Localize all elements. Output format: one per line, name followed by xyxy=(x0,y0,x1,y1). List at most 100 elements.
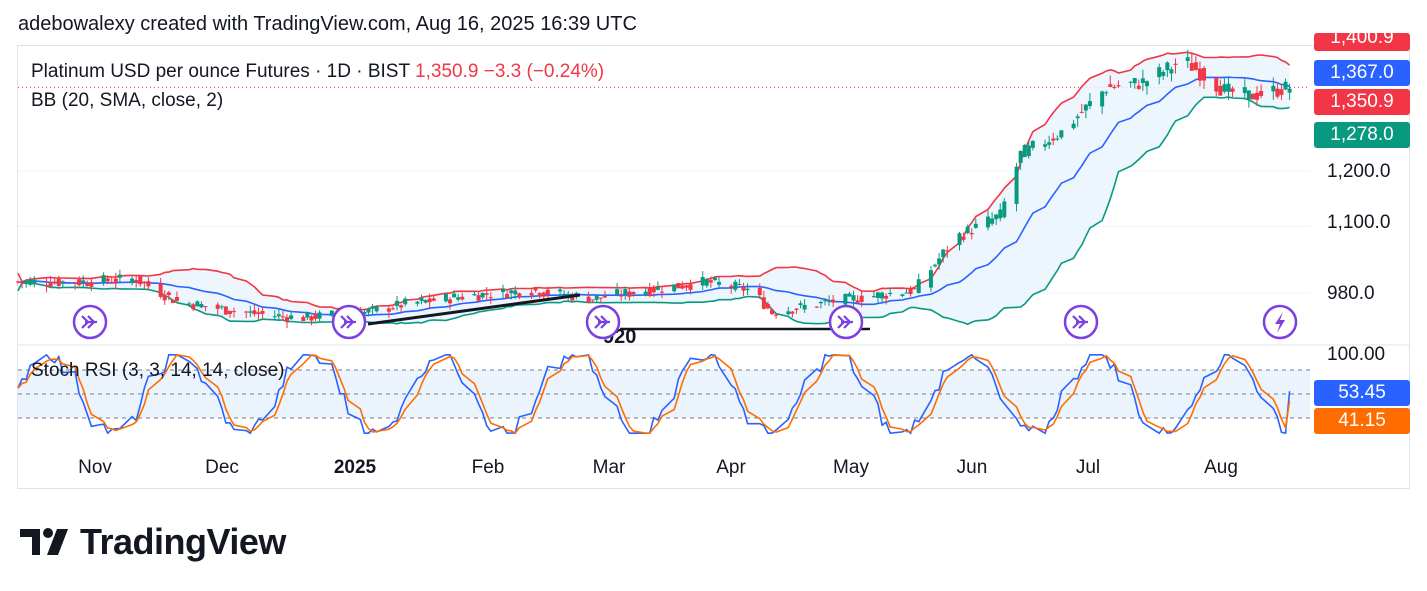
candle-body xyxy=(1242,87,1247,94)
candle-body xyxy=(1083,104,1088,111)
candle-body xyxy=(109,282,114,284)
candle-body xyxy=(794,308,799,310)
candle-body xyxy=(1197,68,1202,81)
candle-body xyxy=(1255,92,1260,100)
candle-body xyxy=(366,308,371,313)
candle-body xyxy=(256,312,261,315)
candle-body xyxy=(533,287,538,291)
candle-body xyxy=(672,284,677,292)
candle-body xyxy=(488,297,493,299)
candle-body xyxy=(73,282,78,284)
candle-body xyxy=(419,298,424,301)
candle-body xyxy=(684,285,689,288)
candle-body xyxy=(317,312,322,319)
candle-body xyxy=(113,278,118,283)
candle-body xyxy=(590,299,595,301)
candle-body xyxy=(195,301,200,307)
stoch-k-line xyxy=(17,353,1291,435)
candle-body xyxy=(1104,92,1109,94)
chart-caption: adebowalexy created with TradingView.com… xyxy=(18,13,637,35)
candle-body xyxy=(28,279,33,285)
candle-body xyxy=(117,274,122,278)
candle-body xyxy=(1283,81,1288,90)
candle-body xyxy=(818,301,823,304)
candle-body xyxy=(272,316,277,318)
candle-body xyxy=(941,249,946,258)
candle-body xyxy=(1202,68,1207,81)
candle-body xyxy=(1222,84,1227,92)
candle-body xyxy=(1087,101,1092,107)
stoch-d-line xyxy=(17,353,1291,435)
bb-upper-tag: 1,400.9 xyxy=(1314,33,1410,51)
candle-body xyxy=(933,264,938,267)
candle-body xyxy=(456,297,461,300)
candle-body xyxy=(138,276,143,285)
candle-body xyxy=(1157,67,1162,78)
candle-body xyxy=(248,311,253,313)
candle-body xyxy=(134,280,139,283)
candle-body xyxy=(1173,63,1178,65)
candle-body xyxy=(513,290,518,295)
last-price: 1,350.9 xyxy=(415,61,479,82)
candle-body xyxy=(1100,91,1105,107)
candle-body xyxy=(994,214,999,220)
candle-body xyxy=(1116,85,1121,87)
candle-body xyxy=(871,296,876,298)
candle-body xyxy=(659,291,664,293)
candle-body xyxy=(81,280,86,283)
candle-body xyxy=(16,281,20,283)
candle-body xyxy=(1140,78,1145,83)
candle-body xyxy=(574,292,579,295)
candle-body xyxy=(884,295,889,299)
brand-name: TradingView xyxy=(80,521,286,562)
candle-body xyxy=(1108,84,1113,87)
candle-body xyxy=(847,293,852,297)
candle-body xyxy=(219,306,224,308)
candle-body xyxy=(945,250,950,252)
candle-body xyxy=(374,306,379,312)
candle-body xyxy=(1279,89,1284,95)
candle-body xyxy=(1018,150,1023,164)
x-axis-label: Aug xyxy=(1204,457,1238,478)
dividend-arrow-icon xyxy=(585,304,621,340)
candle-body xyxy=(452,293,457,298)
candle-body xyxy=(916,279,921,293)
candle-body xyxy=(1275,88,1280,97)
bb-fill xyxy=(18,52,1290,325)
candle-body xyxy=(875,292,880,298)
candle-body xyxy=(284,317,289,322)
candle-body xyxy=(655,286,660,290)
bb-lower-line xyxy=(17,96,1290,326)
candle-body xyxy=(1043,144,1048,147)
candle-body xyxy=(1218,85,1223,96)
candle-body xyxy=(146,281,151,287)
candle-body xyxy=(1128,81,1133,83)
tradingview-logo-icon xyxy=(20,528,68,555)
candle-body xyxy=(631,291,636,295)
candle-body xyxy=(1059,130,1064,138)
candle-body xyxy=(1051,138,1056,141)
candle-body xyxy=(309,316,314,321)
candle-body xyxy=(517,293,522,298)
candle-body xyxy=(174,296,179,301)
candle-body xyxy=(937,258,942,265)
candle-body xyxy=(1161,71,1166,76)
candle-body xyxy=(101,275,106,283)
candle-body xyxy=(741,286,746,291)
candle-body xyxy=(680,285,685,289)
candle-body xyxy=(545,289,550,295)
stoch-d-tag: 41.15 xyxy=(1314,408,1410,434)
candle-body xyxy=(961,236,966,240)
candle-body xyxy=(223,306,228,315)
candle-body xyxy=(191,304,196,310)
candle-body xyxy=(965,226,970,234)
trendline xyxy=(367,293,581,326)
candle-body xyxy=(973,223,978,228)
candle-body xyxy=(370,306,375,309)
candle-body xyxy=(786,311,791,315)
candle-body xyxy=(276,314,281,317)
candle-body xyxy=(252,310,257,315)
tradingview-logo[interactable]: TradingView xyxy=(20,520,286,564)
candle-body xyxy=(957,233,962,245)
